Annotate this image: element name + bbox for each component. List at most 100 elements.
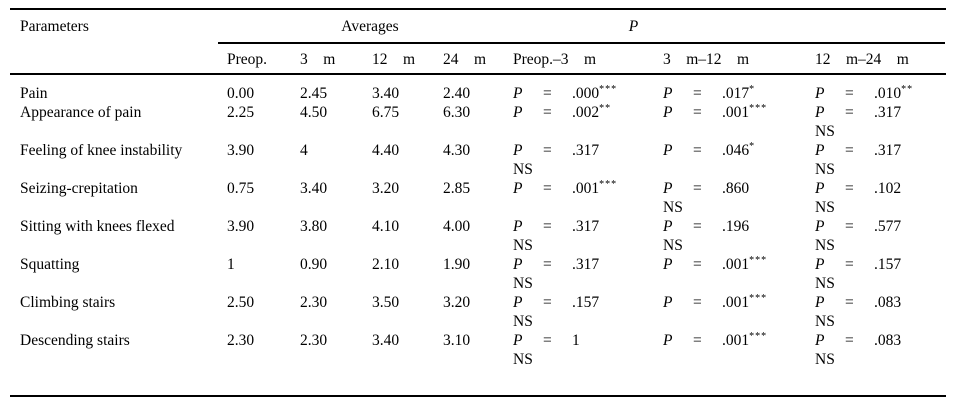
p-value-cell: P = .196 NS — [663, 217, 815, 255]
p-value-line: P = .046* — [663, 141, 815, 160]
equals-sign: = — [543, 180, 552, 197]
p-value: .001*** — [722, 254, 768, 273]
avg-value: 3.50 — [372, 294, 400, 311]
equals-sign: = — [693, 218, 702, 235]
p-value-cell: P = .001*** — [513, 179, 663, 217]
avg-value: 4 — [300, 142, 308, 159]
p-value: .317 — [572, 256, 600, 273]
significance-stars: * — [749, 83, 756, 95]
table-column-header-row: Preop. 3 m 12 m 24 m Preop.–3 m 3 m–12 m… — [20, 50, 944, 70]
averages-group-header: Averages — [341, 18, 399, 35]
p-value: 1 — [572, 332, 580, 349]
avg-value: 2.30 — [300, 294, 328, 311]
p-value-cell: P = .083 NS — [815, 293, 944, 331]
col-header-12m: 12 m — [372, 51, 416, 68]
p-value: .577 — [874, 218, 902, 235]
p-value-cell: P = .001*** — [663, 293, 815, 331]
avg-value: 3.40 — [300, 180, 328, 197]
p-symbol: P — [513, 332, 523, 349]
avg-value: 2.30 — [300, 332, 328, 349]
p-value-cell: P = .002** — [513, 103, 663, 141]
p-value: .002** — [572, 102, 612, 121]
ns-label: NS — [815, 313, 835, 330]
avg-value: 1.90 — [443, 256, 471, 273]
p-symbol: P — [815, 294, 825, 311]
row-label: Sitting with knees flexed — [20, 218, 175, 235]
p-value: .196 — [722, 218, 750, 235]
ns-label: NS — [815, 351, 835, 368]
col-header-12m-24m: 12 m–24 m — [815, 51, 909, 68]
p-value-line: P = .083 — [815, 331, 944, 350]
significance-stars: *** — [749, 292, 768, 304]
p-value: .046* — [722, 140, 756, 159]
p-symbol: P — [513, 142, 523, 159]
p-value-line: P = .317 — [815, 103, 944, 122]
col-header-preop-3m: Preop.–3 m — [513, 51, 597, 68]
row-label: Seizing-crepitation — [20, 180, 138, 197]
p-value: .157 — [874, 256, 902, 273]
equals-sign: = — [845, 142, 854, 159]
p-value-cell: P = .317 NS — [815, 141, 944, 179]
p-symbol: P — [815, 218, 825, 235]
significance-stars: *** — [749, 330, 768, 342]
equals-sign: = — [845, 294, 854, 311]
row-label: Descending stairs — [20, 332, 130, 349]
col-header-3m-12m: 3 m–12 m — [663, 51, 750, 68]
avg-value: 6.30 — [443, 104, 471, 121]
ns-label: NS — [815, 199, 835, 216]
row-label: Pain — [20, 85, 48, 102]
p-symbol: P — [513, 256, 523, 273]
p-value-line: P = .317 — [513, 141, 663, 160]
p-symbol: P — [513, 218, 523, 235]
significance-stars: *** — [749, 254, 768, 266]
header-body-rule — [10, 73, 946, 75]
table-row: Squatting 1 0.90 2.10 1.90 P = .317 NS P = .001*** P… — [20, 255, 944, 293]
p-group-header: P — [628, 18, 639, 35]
ns-label: NS — [513, 161, 533, 178]
p-value: .001*** — [572, 178, 618, 197]
table-row: Appearance of pain 2.25 4.50 6.75 6.30 P = .002… — [20, 103, 944, 141]
significance-stars: ** — [901, 83, 914, 95]
equals-sign: = — [693, 294, 702, 311]
equals-sign: = — [845, 85, 854, 102]
ns-label: NS — [815, 275, 835, 292]
avg-value: 3.10 — [443, 332, 471, 349]
p-symbol: P — [815, 332, 825, 349]
col-header-3m: 3 m — [300, 51, 336, 68]
equals-sign: = — [845, 218, 854, 235]
equals-sign: = — [693, 180, 702, 197]
p-value-cell: P = .046* — [663, 141, 815, 179]
equals-sign: = — [693, 142, 702, 159]
p-symbol: P — [815, 85, 825, 102]
avg-value: 6.75 — [372, 104, 400, 121]
equals-sign: = — [693, 256, 702, 273]
p-value-line: P = .860 — [663, 179, 815, 198]
avg-value: 3.20 — [443, 294, 471, 311]
avg-value: 3.40 — [372, 85, 400, 102]
p-symbol: P — [663, 294, 673, 311]
p-value: .001*** — [722, 292, 768, 311]
p-value: .102 — [874, 180, 902, 197]
equals-sign: = — [543, 256, 552, 273]
p-value: .860 — [722, 180, 750, 197]
equals-sign: = — [693, 332, 702, 349]
p-symbol: P — [815, 180, 825, 197]
equals-sign: = — [543, 142, 552, 159]
p-value-line: P = .010** — [815, 84, 944, 103]
p-value-line: P = .001*** — [663, 331, 815, 350]
p-value: .000*** — [572, 83, 618, 102]
p-symbol: P — [663, 180, 673, 197]
p-value-line: P = .083 — [815, 293, 944, 312]
avg-value: 2.30 — [227, 332, 255, 349]
p-symbol: P — [513, 85, 523, 102]
col-header-24m: 24 m — [443, 51, 487, 68]
significance-stars: *** — [599, 83, 618, 95]
equals-sign: = — [845, 104, 854, 121]
p-symbol: P — [513, 294, 523, 311]
avg-value: 0.00 — [227, 85, 255, 102]
p-value-line: P = .157 — [815, 255, 944, 274]
ns-label: NS — [513, 313, 533, 330]
equals-sign: = — [543, 332, 552, 349]
avg-value: 4.40 — [372, 142, 400, 159]
row-label: Appearance of pain — [20, 104, 142, 121]
